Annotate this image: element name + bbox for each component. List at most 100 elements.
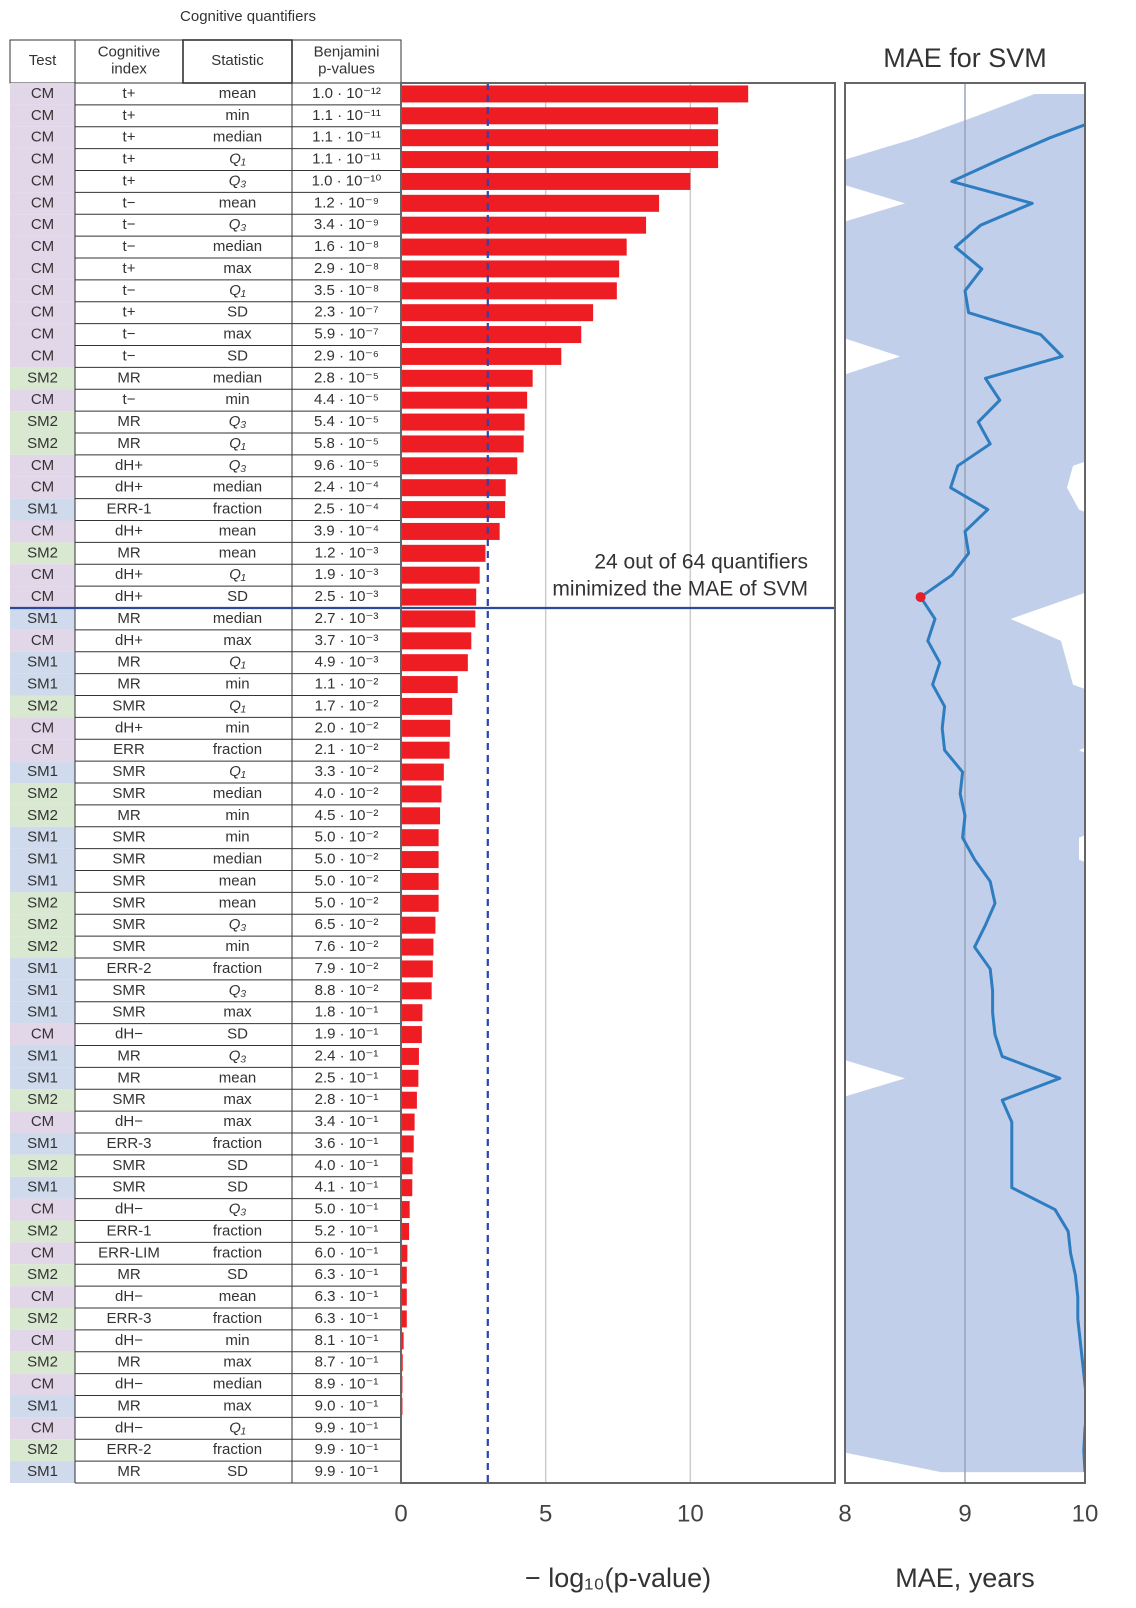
p-value-label: 5.4 · 10⁻⁵ [314, 413, 379, 430]
test-cell [10, 958, 75, 980]
index-label: ERR-2 [106, 960, 151, 977]
statistic-label: min [225, 1332, 249, 1349]
index-label: SMR [112, 851, 146, 868]
index-label: dH− [115, 1026, 143, 1043]
test-cell [10, 170, 75, 193]
p-value-label: 1.2 · 10⁻⁹ [314, 194, 379, 211]
bar [401, 1113, 415, 1131]
statistic-label: Q₁ [229, 763, 246, 780]
p-value-label: 6.3 · 10⁻¹ [315, 1266, 379, 1283]
test-cell [10, 892, 75, 915]
test-label: SM2 [27, 1222, 58, 1239]
index-label: t+ [123, 151, 136, 168]
test-label: CM [31, 107, 54, 124]
index-label: SMR [112, 982, 146, 999]
statistic-label: SD [227, 1463, 248, 1480]
bar [401, 85, 749, 103]
statistic-label: SD [227, 1179, 248, 1196]
test-label: CM [31, 216, 54, 233]
bar [401, 369, 533, 387]
index-label: dH+ [115, 479, 143, 496]
statistic-label: fraction [213, 741, 262, 758]
test-cell [10, 1133, 75, 1155]
bar [401, 129, 719, 147]
test-label: SM1 [27, 610, 58, 627]
x-tick-label: 9 [958, 1500, 971, 1527]
test-label: CM [31, 85, 54, 102]
test-label: CM [31, 238, 54, 255]
test-label: CM [31, 1244, 54, 1261]
statistic-label: fraction [213, 1244, 262, 1261]
annotation: minimized the MAE of SVM [552, 578, 808, 601]
statistic-label: median [213, 785, 262, 802]
p-value-label: 1.6 · 10⁻⁸ [314, 238, 379, 255]
bar [401, 238, 627, 256]
test-cell [10, 1176, 75, 1199]
bar [401, 391, 528, 409]
header-label: Statistic [211, 52, 264, 69]
header-label: Cognitive [98, 43, 161, 60]
plot-frame [844, 82, 1086, 1484]
test-cell [10, 761, 75, 783]
mae-line [919, 123, 1085, 1473]
x-tick-label: 8 [838, 1500, 851, 1527]
index-label: MR [117, 1463, 140, 1480]
index-label: dH+ [115, 522, 143, 539]
index-label: t− [123, 238, 136, 255]
statistic-label: mean [219, 544, 257, 561]
p-value-label: 1.9 · 10⁻¹ [315, 1026, 379, 1043]
statistic-label: SD [227, 304, 248, 321]
bar [401, 610, 476, 628]
index-label: dH+ [115, 457, 143, 474]
index-label: dH+ [115, 588, 143, 605]
index-label: t− [123, 282, 136, 299]
index-label: SMR [112, 785, 146, 802]
test-cell [10, 126, 75, 149]
bar [401, 1332, 404, 1350]
bar [401, 916, 436, 934]
statistic-label: fraction [213, 1222, 262, 1239]
test-label: CM [31, 151, 54, 168]
test-cell [10, 411, 75, 433]
test-cell [10, 542, 75, 565]
index-label: dH− [115, 1419, 143, 1436]
index-label: SMR [112, 829, 146, 846]
index-label: SMR [112, 894, 146, 911]
index-label: ERR-1 [106, 1222, 151, 1239]
test-label: CM [31, 588, 54, 605]
statistic-label: mean [219, 85, 257, 102]
index-label: t− [123, 216, 136, 233]
index-label: t− [123, 194, 136, 211]
statistic-label: max [223, 1004, 252, 1021]
statistic-label: Q₃ [229, 216, 247, 233]
index-label: MR [117, 1069, 140, 1086]
test-cell [10, 279, 75, 302]
statistic-label: SD [227, 1266, 248, 1283]
x-axis-title: MAE, years [895, 1563, 1035, 1593]
test-label: SM2 [27, 894, 58, 911]
p-value-label: 2.3 · 10⁻⁷ [314, 304, 378, 321]
index-label: dH+ [115, 632, 143, 649]
index-label: MR [117, 1397, 140, 1414]
bar [401, 588, 477, 606]
bar [401, 172, 691, 190]
p-value-label: 2.9 · 10⁻⁸ [314, 260, 379, 277]
statistic-label: min [225, 829, 249, 846]
statistic-label: Q₁ [229, 697, 246, 714]
x-tick-label: 0 [394, 1500, 407, 1527]
p-value-label: 4.5 · 10⁻² [315, 807, 379, 824]
test-cell [10, 83, 75, 105]
test-label: SM2 [27, 1091, 58, 1108]
p-value-label: 4.4 · 10⁻⁵ [314, 391, 379, 408]
bar [401, 566, 480, 584]
test-cell [10, 1089, 75, 1112]
index-label: SMR [112, 916, 146, 933]
test-label: SM2 [27, 1310, 58, 1327]
test-cell [10, 104, 75, 127]
test-cell [10, 1045, 75, 1068]
statistic-label: max [223, 260, 252, 277]
p-value-label: 4.0 · 10⁻¹ [315, 1157, 379, 1174]
p-value-label: 7.6 · 10⁻² [315, 938, 379, 955]
test-cell [10, 498, 75, 521]
index-label: t+ [123, 129, 136, 146]
